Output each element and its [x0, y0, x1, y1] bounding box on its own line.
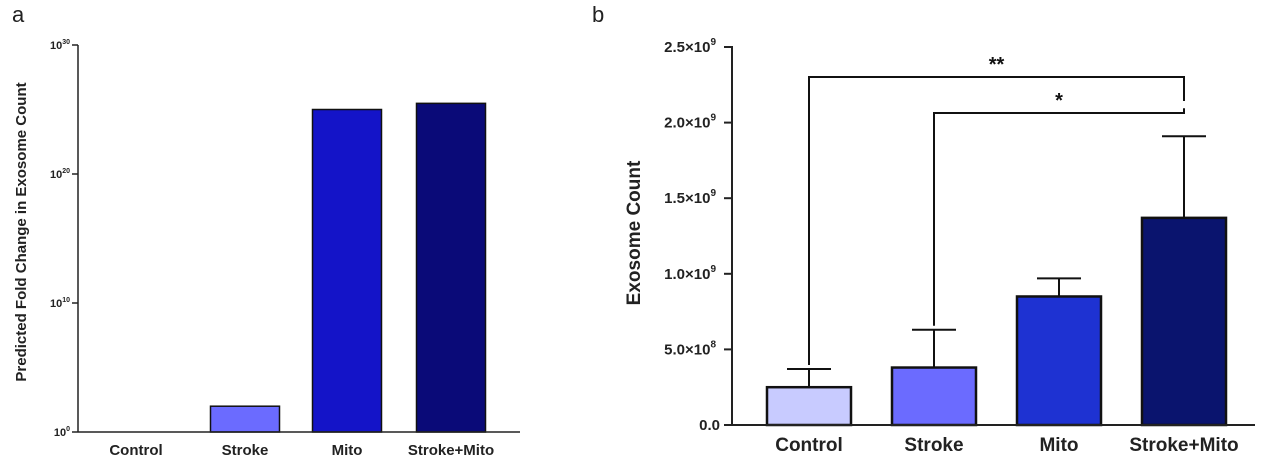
panel-a-category-label: Stroke: [222, 442, 269, 459]
panel-a-y-tick-label: 1030: [50, 39, 70, 52]
panel-b-y-tick-label: 5.0×108: [664, 339, 716, 358]
panel-b-bar-mito: [1017, 296, 1101, 425]
panel-b-y-tick-label: 1.0×109: [664, 264, 716, 283]
panel-b-bar-stroke-plus-mito: [1142, 218, 1226, 425]
panel-a-y-tick-label: 1020: [50, 168, 70, 181]
panel-a-label: a: [12, 2, 25, 27]
panel-a-y-tick-label: 100: [54, 426, 70, 439]
panel-b: b Exosome Count 0.0 5.0×108 1.0×109 1.5×109…: [592, 2, 1255, 456]
panel-b-category-label: Mito: [1039, 435, 1078, 456]
panel-a-category-label: Mito: [332, 442, 363, 459]
panel-a-category-label: Control: [109, 442, 162, 459]
panel-b-y-tick-label: 2.0×109: [664, 113, 716, 132]
panel-a-bar-mito: [313, 110, 382, 433]
panel-a: a Predicted Fold Change in Exosome Count…: [12, 2, 520, 459]
panel-b-label: b: [592, 2, 604, 27]
panel-a-y-tick-label: 1010: [50, 297, 70, 310]
panel-b-bar-control: [767, 387, 851, 425]
panel-b-y-tick-label: 1.5×109: [664, 188, 716, 207]
panel-b-significance-label: *: [1055, 90, 1063, 112]
panel-b-y-tick-label: 0.0: [699, 417, 720, 434]
panel-b-category-label: Stroke+Mito: [1129, 435, 1238, 456]
panel-b-y-tick-label: 2.5×109: [664, 37, 716, 56]
panel-a-category-label: Stroke+Mito: [408, 442, 494, 459]
panel-b-category-label: Control: [775, 435, 843, 456]
panel-b-significance-bracket: [809, 77, 1184, 365]
panel-b-significance-label: **: [989, 54, 1005, 76]
panel-b-bar-stroke: [892, 368, 976, 425]
panel-b-category-label: Stroke: [904, 435, 963, 456]
panel-a-bar-stroke-plus-mito: [417, 103, 486, 432]
panel-a-y-axis-label: Predicted Fold Change in Exosome Count: [13, 82, 30, 381]
panel-b-y-axis-label: Exosome Count: [624, 160, 645, 305]
panel-a-bar-stroke: [211, 406, 280, 432]
